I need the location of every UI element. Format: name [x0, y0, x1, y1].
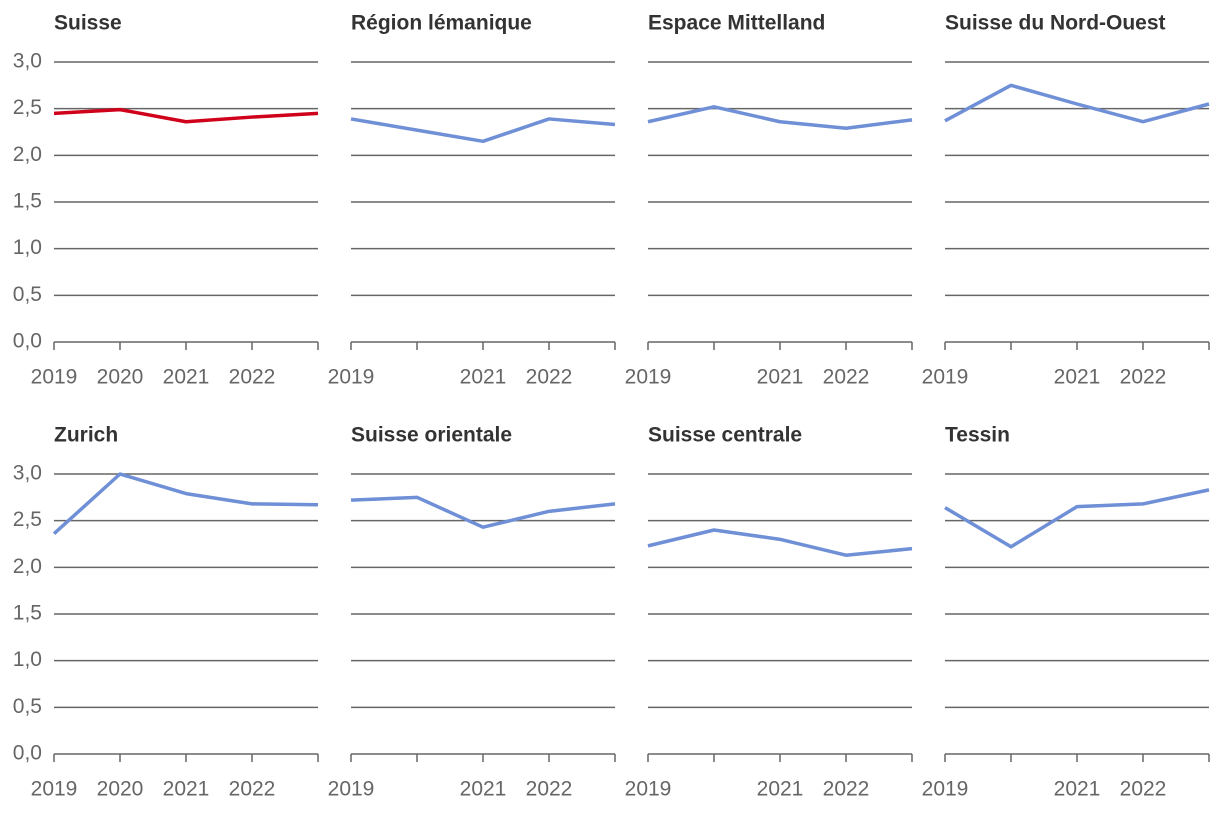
x-tick-label: 2019	[625, 778, 672, 801]
x-tick-label: 2021	[1054, 366, 1101, 389]
x-tick-label: 2021	[757, 366, 804, 389]
x-tick-label: 2021	[460, 778, 507, 801]
data-line	[350, 117, 616, 144]
y-tick-label: 0,5	[13, 283, 42, 306]
panel-title: Suisse	[54, 12, 122, 35]
x-tick-label: 2022	[823, 366, 870, 389]
x-tick-label: 2019	[328, 366, 375, 389]
x-tick-label: 2021	[163, 778, 210, 801]
x-tick-label: 2022	[526, 366, 573, 389]
x-tick-label: 2019	[625, 366, 672, 389]
data-line	[647, 105, 913, 131]
panel-title: Suisse centrale	[648, 424, 802, 447]
x-tick-label: 2022	[1120, 778, 1167, 801]
x-tick-label: 2022	[229, 778, 276, 801]
y-tick-label: 2,5	[13, 96, 42, 119]
x-tick-label: 2021	[1054, 778, 1101, 801]
y-tick-label: 1,5	[13, 602, 42, 625]
x-tick-label: 2019	[922, 778, 969, 801]
panel-title: Suisse orientale	[351, 424, 512, 447]
y-tick-label: 0,0	[13, 742, 42, 765]
data-line	[944, 488, 1210, 549]
panel-title: Région lémanique	[351, 12, 532, 35]
data-line	[944, 83, 1210, 124]
y-tick-label: 0,5	[13, 695, 42, 718]
y-tick-label: 2,0	[13, 555, 42, 578]
y-tick-label: 0,0	[13, 330, 42, 353]
x-tick-label: 2019	[922, 366, 969, 389]
x-tick-label: 2021	[460, 366, 507, 389]
x-tick-label: 2020	[97, 366, 144, 389]
panel-title: Tessin	[945, 424, 1010, 447]
y-tick-label: 3,0	[13, 50, 42, 73]
x-tick-label: 2019	[31, 778, 78, 801]
y-tick-label: 1,0	[13, 236, 42, 259]
x-tick-label: 2022	[823, 778, 870, 801]
x-tick-label: 2020	[97, 778, 144, 801]
x-tick-label: 2021	[163, 366, 210, 389]
y-tick-label: 2,0	[13, 143, 42, 166]
y-tick-label: 2,5	[13, 508, 42, 531]
y-tick-label: 1,5	[13, 190, 42, 213]
y-tick-label: 3,0	[13, 462, 42, 485]
panel-title: Suisse du Nord-Ouest	[945, 12, 1166, 35]
x-tick-label: 2022	[229, 366, 276, 389]
y-tick-label: 1,0	[13, 648, 42, 671]
panel-title: Espace Mittelland	[648, 12, 825, 35]
panel-title: Zurich	[54, 424, 118, 447]
data-line	[350, 495, 616, 529]
x-tick-label: 2019	[31, 366, 78, 389]
data-line	[53, 107, 319, 124]
x-tick-label: 2019	[328, 778, 375, 801]
x-tick-label: 2022	[526, 778, 573, 801]
data-line	[647, 528, 913, 557]
x-tick-label: 2022	[1120, 366, 1167, 389]
data-line	[52, 472, 319, 536]
x-tick-label: 2021	[757, 778, 804, 801]
